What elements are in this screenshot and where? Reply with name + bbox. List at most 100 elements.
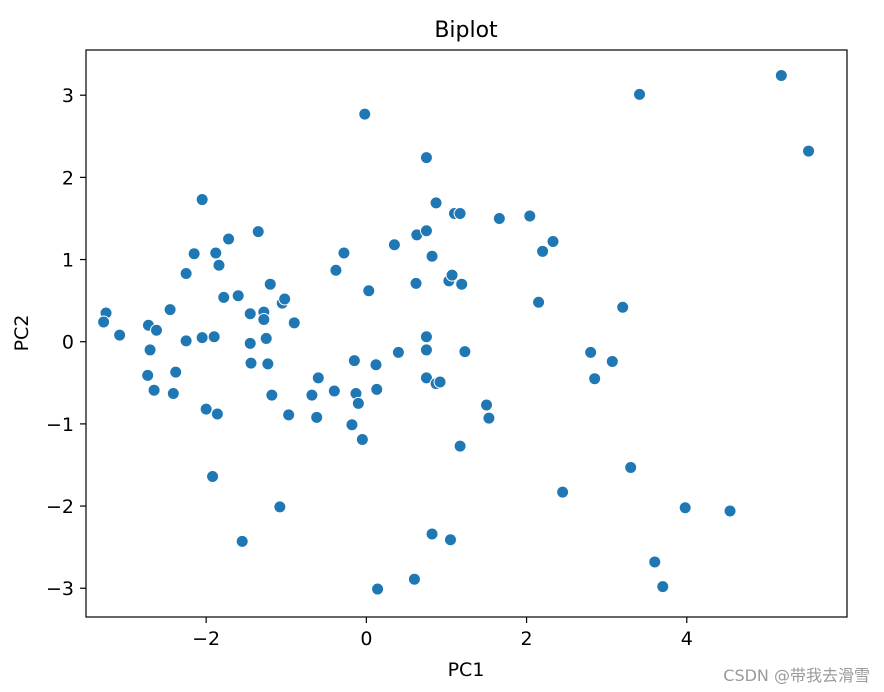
scatter-point — [425, 249, 439, 263]
scatter-point — [370, 382, 384, 396]
plot-frame — [85, 49, 848, 618]
scatter-point — [282, 408, 296, 422]
scatter-point — [244, 356, 258, 370]
scatter-point — [243, 307, 257, 321]
scatter-point — [419, 371, 433, 385]
scatter-point — [166, 386, 180, 400]
scatter-point — [455, 277, 469, 291]
y-tick-label: 1 — [62, 250, 74, 272]
scatter-point — [199, 402, 213, 416]
scatter-point — [329, 263, 343, 277]
scatter-point — [445, 268, 459, 282]
scatter-point — [492, 211, 506, 225]
scatter-point — [243, 336, 257, 350]
scatter-point — [584, 345, 598, 359]
x-tick-label: −2 — [192, 628, 220, 650]
scatter-point — [419, 224, 433, 238]
y-tick-label: 0 — [62, 332, 74, 354]
scatter-point — [169, 365, 183, 379]
y-axis-ticks: −3 −2 −1 0 1 2 3 — [46, 85, 86, 600]
scatter-point — [259, 331, 273, 345]
scatter-point — [532, 295, 546, 309]
scatter-point — [678, 501, 692, 515]
scatter-point — [616, 300, 630, 314]
scatter-point — [774, 68, 788, 82]
y-tick-label: 2 — [62, 167, 74, 189]
scatter-point — [633, 87, 647, 101]
scatter-point — [261, 357, 275, 371]
scatter-point — [588, 372, 602, 386]
scatter-point — [523, 209, 537, 223]
scatter-point — [433, 375, 447, 389]
scatter-point — [141, 368, 155, 382]
y-tick-label: 3 — [62, 85, 74, 107]
scatter-point — [251, 225, 265, 239]
scatter-point — [345, 418, 359, 432]
scatter-point — [358, 107, 372, 121]
scatter-point — [802, 144, 816, 158]
scatter-point — [546, 234, 560, 248]
scatter-point — [209, 246, 223, 260]
scatter-point — [207, 330, 221, 344]
scatter-point — [222, 232, 236, 246]
scatter-point — [163, 303, 177, 317]
scatter-point — [443, 533, 457, 547]
y-axis-label: PC2 — [11, 315, 33, 352]
scatter-point — [305, 388, 319, 402]
scatter-point — [187, 247, 201, 261]
scatter-point — [458, 345, 472, 359]
scatter-point — [287, 316, 301, 330]
y-tick-label: −2 — [46, 496, 74, 518]
scatter-point — [327, 384, 341, 398]
scatter-point — [369, 358, 383, 372]
scatter-point — [310, 410, 324, 424]
scatter-point — [231, 289, 245, 303]
scatter-point — [179, 267, 193, 281]
scatter-point — [409, 276, 423, 290]
scatter-point — [419, 330, 433, 344]
scatter-point — [480, 398, 494, 412]
scatter-point — [143, 343, 157, 357]
scatter-point — [723, 504, 737, 518]
scatter-point — [235, 534, 249, 548]
scatter-point — [355, 433, 369, 447]
watermark-text: CSDN @带我去滑雪 — [723, 666, 870, 685]
scatter-point — [429, 196, 443, 210]
chart-title: Biplot — [434, 18, 498, 43]
scatter-point — [453, 207, 467, 221]
scatter-point — [347, 354, 361, 368]
scatter-point — [371, 582, 385, 596]
scatter-point — [419, 151, 433, 165]
scatter-point — [536, 244, 550, 258]
x-tick-label: 0 — [360, 628, 372, 650]
scatter-point — [257, 313, 271, 327]
x-tick-label: 4 — [681, 628, 693, 650]
x-tick-label: 2 — [521, 628, 533, 650]
scatter-point — [482, 411, 496, 425]
y-tick-label: −1 — [46, 414, 74, 436]
scatter-point — [624, 460, 638, 474]
scatter-point — [97, 315, 111, 329]
scatter-point — [407, 572, 421, 586]
y-tick-label: −3 — [46, 578, 74, 600]
scatter-point — [265, 388, 279, 402]
scatter-point — [113, 328, 127, 342]
scatter-point — [419, 343, 433, 357]
scatter-point — [351, 396, 365, 410]
scatter-point — [210, 407, 224, 421]
scatter-point — [391, 345, 405, 359]
scatter-point — [425, 527, 439, 541]
scatter-point — [212, 258, 226, 272]
data-points — [97, 68, 816, 596]
scatter-point — [362, 284, 376, 298]
scatter-point — [206, 469, 220, 483]
scatter-point — [278, 292, 292, 306]
x-axis-ticks: −2 0 2 4 — [192, 617, 693, 650]
scatter-point — [195, 331, 209, 345]
scatter-point — [453, 439, 467, 453]
scatter-point — [387, 238, 401, 252]
scatter-point — [179, 334, 193, 348]
scatter-point — [337, 246, 351, 260]
scatter-point — [273, 500, 287, 514]
